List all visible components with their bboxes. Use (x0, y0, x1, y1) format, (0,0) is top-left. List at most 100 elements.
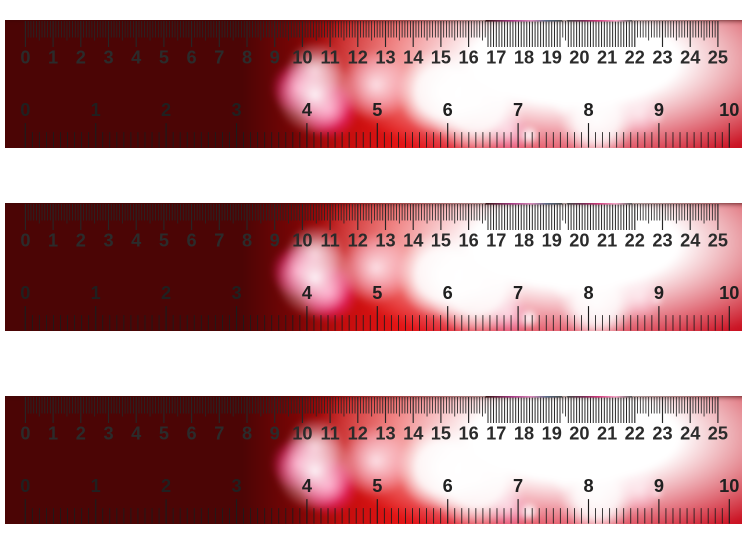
svg-text:6: 6 (187, 48, 197, 68)
svg-text:11: 11 (320, 424, 339, 444)
svg-text:16: 16 (458, 231, 478, 251)
svg-text:0: 0 (20, 231, 30, 251)
svg-text:6: 6 (443, 100, 453, 120)
svg-text:5: 5 (372, 283, 382, 303)
svg-text:1: 1 (48, 424, 58, 444)
svg-text:1: 1 (91, 476, 101, 496)
svg-text:9: 9 (654, 283, 664, 303)
svg-text:2: 2 (76, 424, 86, 444)
svg-text:6: 6 (443, 476, 453, 496)
svg-text:3: 3 (231, 100, 241, 120)
svg-text:9: 9 (270, 48, 280, 68)
svg-text:12: 12 (348, 48, 368, 68)
svg-text:16: 16 (458, 48, 478, 68)
svg-text:0: 0 (20, 476, 30, 496)
svg-text:8: 8 (583, 100, 593, 120)
svg-text:10: 10 (719, 283, 739, 303)
svg-text:8: 8 (242, 48, 252, 68)
svg-text:18: 18 (514, 424, 534, 444)
svg-text:2: 2 (161, 100, 171, 120)
svg-text:7: 7 (513, 100, 523, 120)
svg-text:4: 4 (302, 283, 313, 303)
svg-text:25: 25 (708, 424, 728, 444)
svg-text:8: 8 (583, 476, 593, 496)
svg-text:22: 22 (625, 231, 645, 251)
svg-text:13: 13 (375, 231, 395, 251)
svg-text:0: 0 (20, 48, 30, 68)
svg-text:4: 4 (302, 476, 313, 496)
svg-text:23: 23 (652, 424, 672, 444)
svg-text:3: 3 (103, 231, 113, 251)
svg-text:9: 9 (654, 476, 664, 496)
svg-text:15: 15 (431, 231, 451, 251)
svg-text:9: 9 (270, 424, 280, 444)
svg-text:5: 5 (372, 476, 382, 496)
svg-text:3: 3 (231, 283, 241, 303)
svg-text:0: 0 (20, 283, 30, 303)
svg-text:5: 5 (159, 424, 169, 444)
svg-text:2: 2 (161, 283, 171, 303)
svg-text:21: 21 (597, 48, 617, 68)
svg-text:19: 19 (542, 424, 562, 444)
svg-text:0: 0 (20, 424, 30, 444)
svg-text:9: 9 (270, 231, 280, 251)
svg-text:7: 7 (513, 283, 523, 303)
svg-text:23: 23 (652, 48, 672, 68)
svg-text:14: 14 (403, 424, 424, 444)
svg-text:12: 12 (348, 424, 368, 444)
svg-text:2: 2 (76, 231, 86, 251)
svg-text:24: 24 (680, 48, 701, 68)
svg-text:7: 7 (214, 424, 224, 444)
svg-text:20: 20 (569, 424, 589, 444)
svg-text:1: 1 (91, 283, 101, 303)
svg-text:20: 20 (569, 231, 589, 251)
svg-text:7: 7 (214, 48, 224, 68)
svg-text:7: 7 (214, 231, 224, 251)
svg-text:10: 10 (292, 48, 312, 68)
svg-text:21: 21 (597, 424, 617, 444)
svg-text:4: 4 (302, 100, 313, 120)
svg-text:17: 17 (486, 424, 506, 444)
svg-text:13: 13 (375, 48, 395, 68)
svg-text:10: 10 (292, 424, 312, 444)
svg-text:24: 24 (680, 231, 701, 251)
svg-text:3: 3 (103, 424, 113, 444)
svg-text:11: 11 (320, 48, 339, 68)
svg-text:8: 8 (242, 231, 252, 251)
svg-text:9: 9 (654, 100, 664, 120)
svg-text:2: 2 (161, 476, 171, 496)
svg-text:6: 6 (187, 231, 197, 251)
svg-text:5: 5 (372, 100, 382, 120)
svg-text:16: 16 (458, 424, 478, 444)
svg-text:1: 1 (48, 231, 58, 251)
svg-text:3: 3 (231, 476, 241, 496)
svg-text:5: 5 (159, 48, 169, 68)
svg-text:17: 17 (486, 231, 506, 251)
svg-text:8: 8 (583, 283, 593, 303)
svg-text:25: 25 (708, 231, 728, 251)
svg-text:19: 19 (542, 231, 562, 251)
svg-text:10: 10 (719, 476, 739, 496)
svg-text:23: 23 (652, 231, 672, 251)
svg-text:1: 1 (91, 100, 101, 120)
svg-text:18: 18 (514, 231, 534, 251)
svg-text:5: 5 (159, 231, 169, 251)
svg-text:6: 6 (187, 424, 197, 444)
svg-text:10: 10 (719, 100, 739, 120)
svg-text:22: 22 (625, 48, 645, 68)
svg-text:7: 7 (513, 476, 523, 496)
svg-text:17: 17 (486, 48, 506, 68)
svg-text:20: 20 (569, 48, 589, 68)
svg-text:1: 1 (48, 48, 58, 68)
svg-text:25: 25 (708, 48, 728, 68)
svg-text:14: 14 (403, 231, 424, 251)
svg-text:19: 19 (542, 48, 562, 68)
svg-text:10: 10 (292, 231, 312, 251)
svg-text:2: 2 (76, 48, 86, 68)
svg-text:13: 13 (375, 424, 395, 444)
svg-text:21: 21 (597, 231, 617, 251)
svg-text:4: 4 (131, 48, 142, 68)
svg-text:8: 8 (242, 424, 252, 444)
svg-text:11: 11 (320, 231, 339, 251)
svg-text:15: 15 (431, 424, 451, 444)
